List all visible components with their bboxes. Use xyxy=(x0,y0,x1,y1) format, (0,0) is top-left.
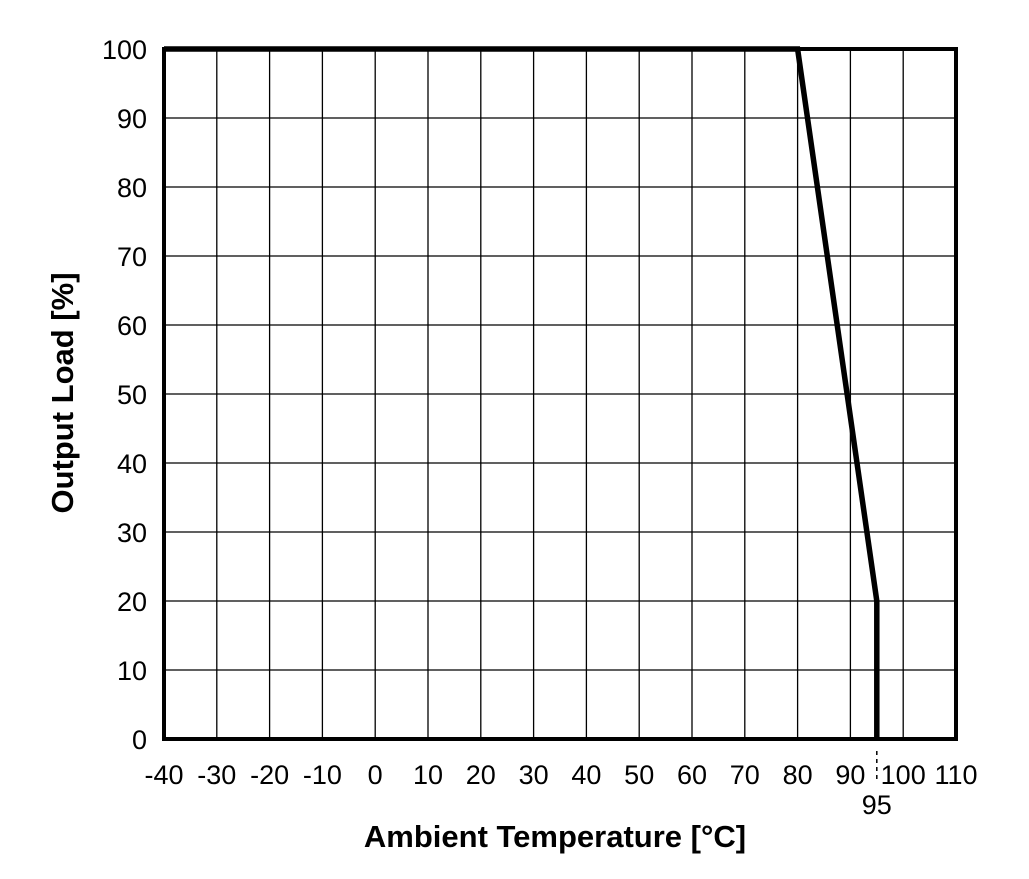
x-tick-label: -20 xyxy=(250,760,289,790)
x-tick-label: 50 xyxy=(624,760,654,790)
annotations: 95 xyxy=(862,751,892,820)
x-tick-label: 110 xyxy=(934,760,977,790)
y-tick-label: 0 xyxy=(132,725,147,755)
y-axis-title: Output Load [%] xyxy=(45,272,80,513)
grid xyxy=(163,48,957,740)
x-tick-label: 20 xyxy=(466,760,496,790)
x-tick-label: 60 xyxy=(677,760,707,790)
y-tick-label: 70 xyxy=(117,242,147,272)
x-tick-label: -10 xyxy=(303,760,342,790)
x-tick-label: 0 xyxy=(368,760,383,790)
x-tick-label: 70 xyxy=(730,760,760,790)
y-tick-label: 60 xyxy=(117,311,147,341)
y-tick-label: 100 xyxy=(102,35,147,65)
y-tick-label: 50 xyxy=(117,380,147,410)
y-tick-label: 30 xyxy=(117,518,147,548)
x-tick-label: 90 xyxy=(835,760,865,790)
y-tick-label: 80 xyxy=(117,173,147,203)
annotation-label: 95 xyxy=(862,790,892,820)
y-tick-label: 90 xyxy=(117,104,147,134)
y-tick-label: 20 xyxy=(117,587,147,617)
x-tick-label: 10 xyxy=(413,760,443,790)
y-tick-labels: 0 10 20 30 40 50 60 70 80 90 100 xyxy=(102,35,147,755)
x-tick-label: 40 xyxy=(571,760,601,790)
y-tick-label: 10 xyxy=(117,656,147,686)
x-tick-label: 30 xyxy=(519,760,549,790)
x-axis-title: Ambient Temperature [°C] xyxy=(364,819,746,854)
x-tick-label: 80 xyxy=(783,760,813,790)
y-tick-label: 40 xyxy=(117,449,147,479)
x-tick-label: -30 xyxy=(197,760,236,790)
x-tick-label: 100 xyxy=(881,760,926,790)
x-tick-labels: -40 -30 -20 -10 0 10 20 30 40 50 60 70 80 90 100 110 xyxy=(144,760,977,790)
plot-frame xyxy=(162,47,958,741)
x-tick-label: -40 xyxy=(144,760,183,790)
